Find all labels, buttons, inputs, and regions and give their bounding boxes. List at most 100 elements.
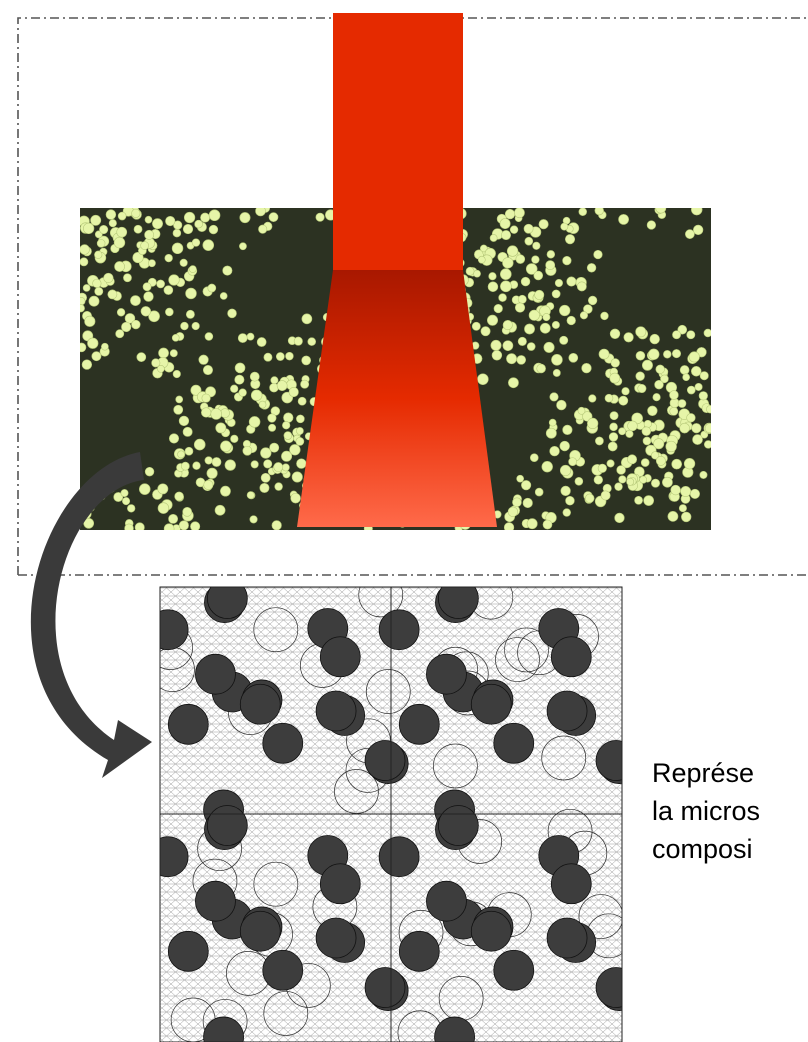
fiber [508, 378, 518, 388]
fiber [211, 408, 222, 419]
fiber [260, 483, 269, 492]
fiber [582, 363, 592, 373]
fiber [158, 503, 169, 514]
caption-line: composi [652, 834, 753, 864]
fiber [134, 225, 142, 233]
fiber [587, 263, 596, 272]
fiber [627, 478, 634, 485]
fiber [186, 288, 197, 299]
beam [333, 13, 463, 271]
mesh-fiber [471, 911, 511, 951]
fiber [195, 220, 203, 228]
fiber [95, 287, 103, 295]
fiber [517, 355, 526, 364]
fiber [80, 245, 90, 255]
fiber [655, 380, 664, 389]
fiber [114, 237, 125, 248]
fiber [192, 322, 200, 330]
fiber [87, 338, 98, 349]
fiber [692, 423, 701, 432]
fiber [598, 464, 607, 473]
fiber [201, 408, 211, 418]
fiber [117, 308, 125, 316]
fiber [504, 523, 514, 533]
mesh-fiber [379, 610, 419, 650]
fiber [552, 321, 559, 328]
fiber [527, 343, 535, 351]
caption-line: la micros [652, 796, 760, 826]
mesh-fiber [207, 579, 247, 619]
fiber [186, 310, 194, 318]
mesh-fiber [596, 968, 636, 1008]
fiber [671, 485, 681, 495]
fiber [578, 407, 585, 414]
fiber [212, 457, 221, 466]
fiber [672, 349, 680, 357]
fiber [601, 491, 610, 500]
fiber [563, 425, 573, 435]
fiber [644, 420, 651, 427]
fiber [550, 446, 560, 456]
fiber [491, 340, 501, 350]
fiber [275, 483, 283, 491]
fiber [527, 519, 537, 529]
fiber [260, 448, 271, 459]
fiber [239, 243, 246, 250]
fiber [82, 360, 92, 370]
fiber [704, 441, 712, 449]
mesh-fiber [148, 837, 188, 877]
fiber [302, 314, 312, 324]
fiber [611, 359, 620, 368]
fiber [205, 457, 213, 465]
fiber [683, 374, 690, 381]
fiber [521, 277, 530, 286]
fiber [298, 397, 306, 405]
fiber [695, 383, 702, 390]
fiber [628, 455, 637, 464]
fiber [547, 250, 555, 258]
fiber [656, 365, 665, 374]
fiber [490, 234, 497, 241]
fiber [235, 375, 244, 384]
fiber [247, 491, 254, 498]
fiber [274, 462, 283, 471]
fiber [610, 329, 620, 339]
fiber [700, 372, 708, 380]
mesh-fiber [547, 918, 587, 958]
fiber [183, 427, 192, 436]
fiber [172, 243, 183, 254]
figure: Représe la micros composi [0, 0, 808, 1042]
fiber [172, 334, 179, 341]
fiber [503, 341, 513, 351]
fiber [579, 208, 587, 216]
fiber [594, 476, 603, 485]
fiber [141, 242, 149, 250]
fiber [189, 266, 196, 273]
fiber [640, 476, 647, 483]
fiber [238, 334, 247, 343]
fiber [656, 456, 665, 465]
fiber [567, 277, 576, 286]
fiber [130, 296, 140, 306]
fiber [680, 365, 689, 374]
fiber [276, 352, 284, 360]
fiber [272, 521, 282, 531]
mesh-fiber [320, 637, 360, 677]
fiber [705, 423, 714, 432]
fiber [289, 387, 299, 397]
fiber [487, 315, 497, 325]
fiber [636, 372, 645, 381]
fiber [510, 226, 518, 234]
fiber [517, 475, 524, 482]
fiber [220, 486, 230, 496]
fiber [530, 454, 538, 462]
fiber [230, 385, 238, 393]
caption-line: Représe [652, 758, 754, 788]
fiber [693, 435, 703, 445]
fiber [569, 458, 577, 466]
fiber [291, 493, 301, 503]
fiber [599, 349, 609, 359]
fiber [650, 334, 660, 344]
fiber [220, 441, 231, 452]
fiber [524, 324, 534, 334]
